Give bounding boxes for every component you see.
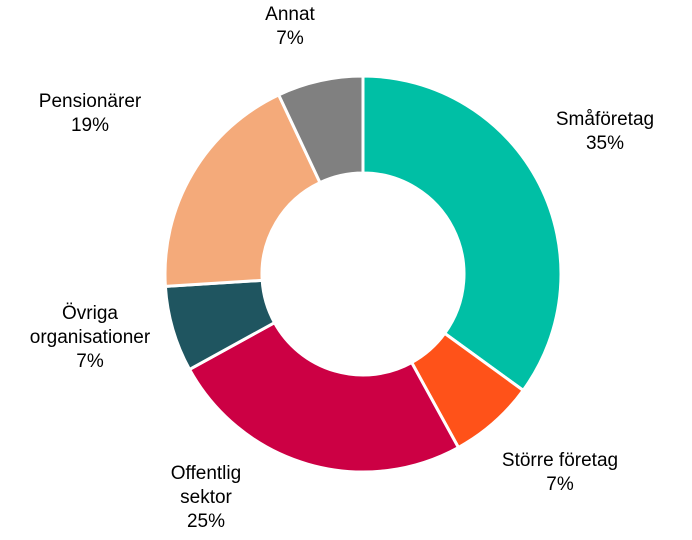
slice-offentlig-sektor: [187, 321, 460, 474]
slice-value-label: 7%: [76, 351, 104, 372]
slice-label-annat: Annat 7%: [265, 4, 315, 49]
slice-value-label: 7%: [276, 28, 304, 49]
slice-smaforetag: [361, 74, 563, 392]
slice-label-ovriga-organisationer: Övriga organisationer 7%: [30, 303, 151, 372]
slice-name-line: Offentlig: [171, 463, 241, 484]
slice-label-offentlig-sektor: Offentlig sektor 25%: [171, 463, 241, 532]
slice-label-storre-foretag: Större företag 7%: [502, 450, 618, 495]
slice-name-line: Småföretag: [556, 109, 654, 130]
slice-value-label: 7%: [546, 474, 574, 495]
slice-name-line: sektor: [180, 487, 232, 508]
donut-slices: [163, 74, 563, 474]
slice-name-line: organisationer: [30, 327, 151, 348]
slice-label-pensionarer: Pensionärer 19%: [39, 91, 142, 136]
slice-value-label: 35%: [586, 133, 624, 154]
slice-name-line: Övriga: [62, 303, 118, 324]
slice-pensionarer: [163, 93, 322, 288]
slice-labels: Småföretag 35% Större företag 7% Offentlig se…: [30, 4, 654, 532]
slice-value-label: 25%: [187, 511, 225, 532]
slice-label-smaforetag: Småföretag 35%: [556, 109, 654, 154]
slice-name-line: Större företag: [502, 450, 618, 471]
slice-name-line: Pensionärer: [39, 91, 142, 112]
slice-annat: [277, 74, 365, 185]
slice-name-line: Annat: [265, 4, 315, 25]
slice-value-label: 19%: [71, 115, 109, 136]
